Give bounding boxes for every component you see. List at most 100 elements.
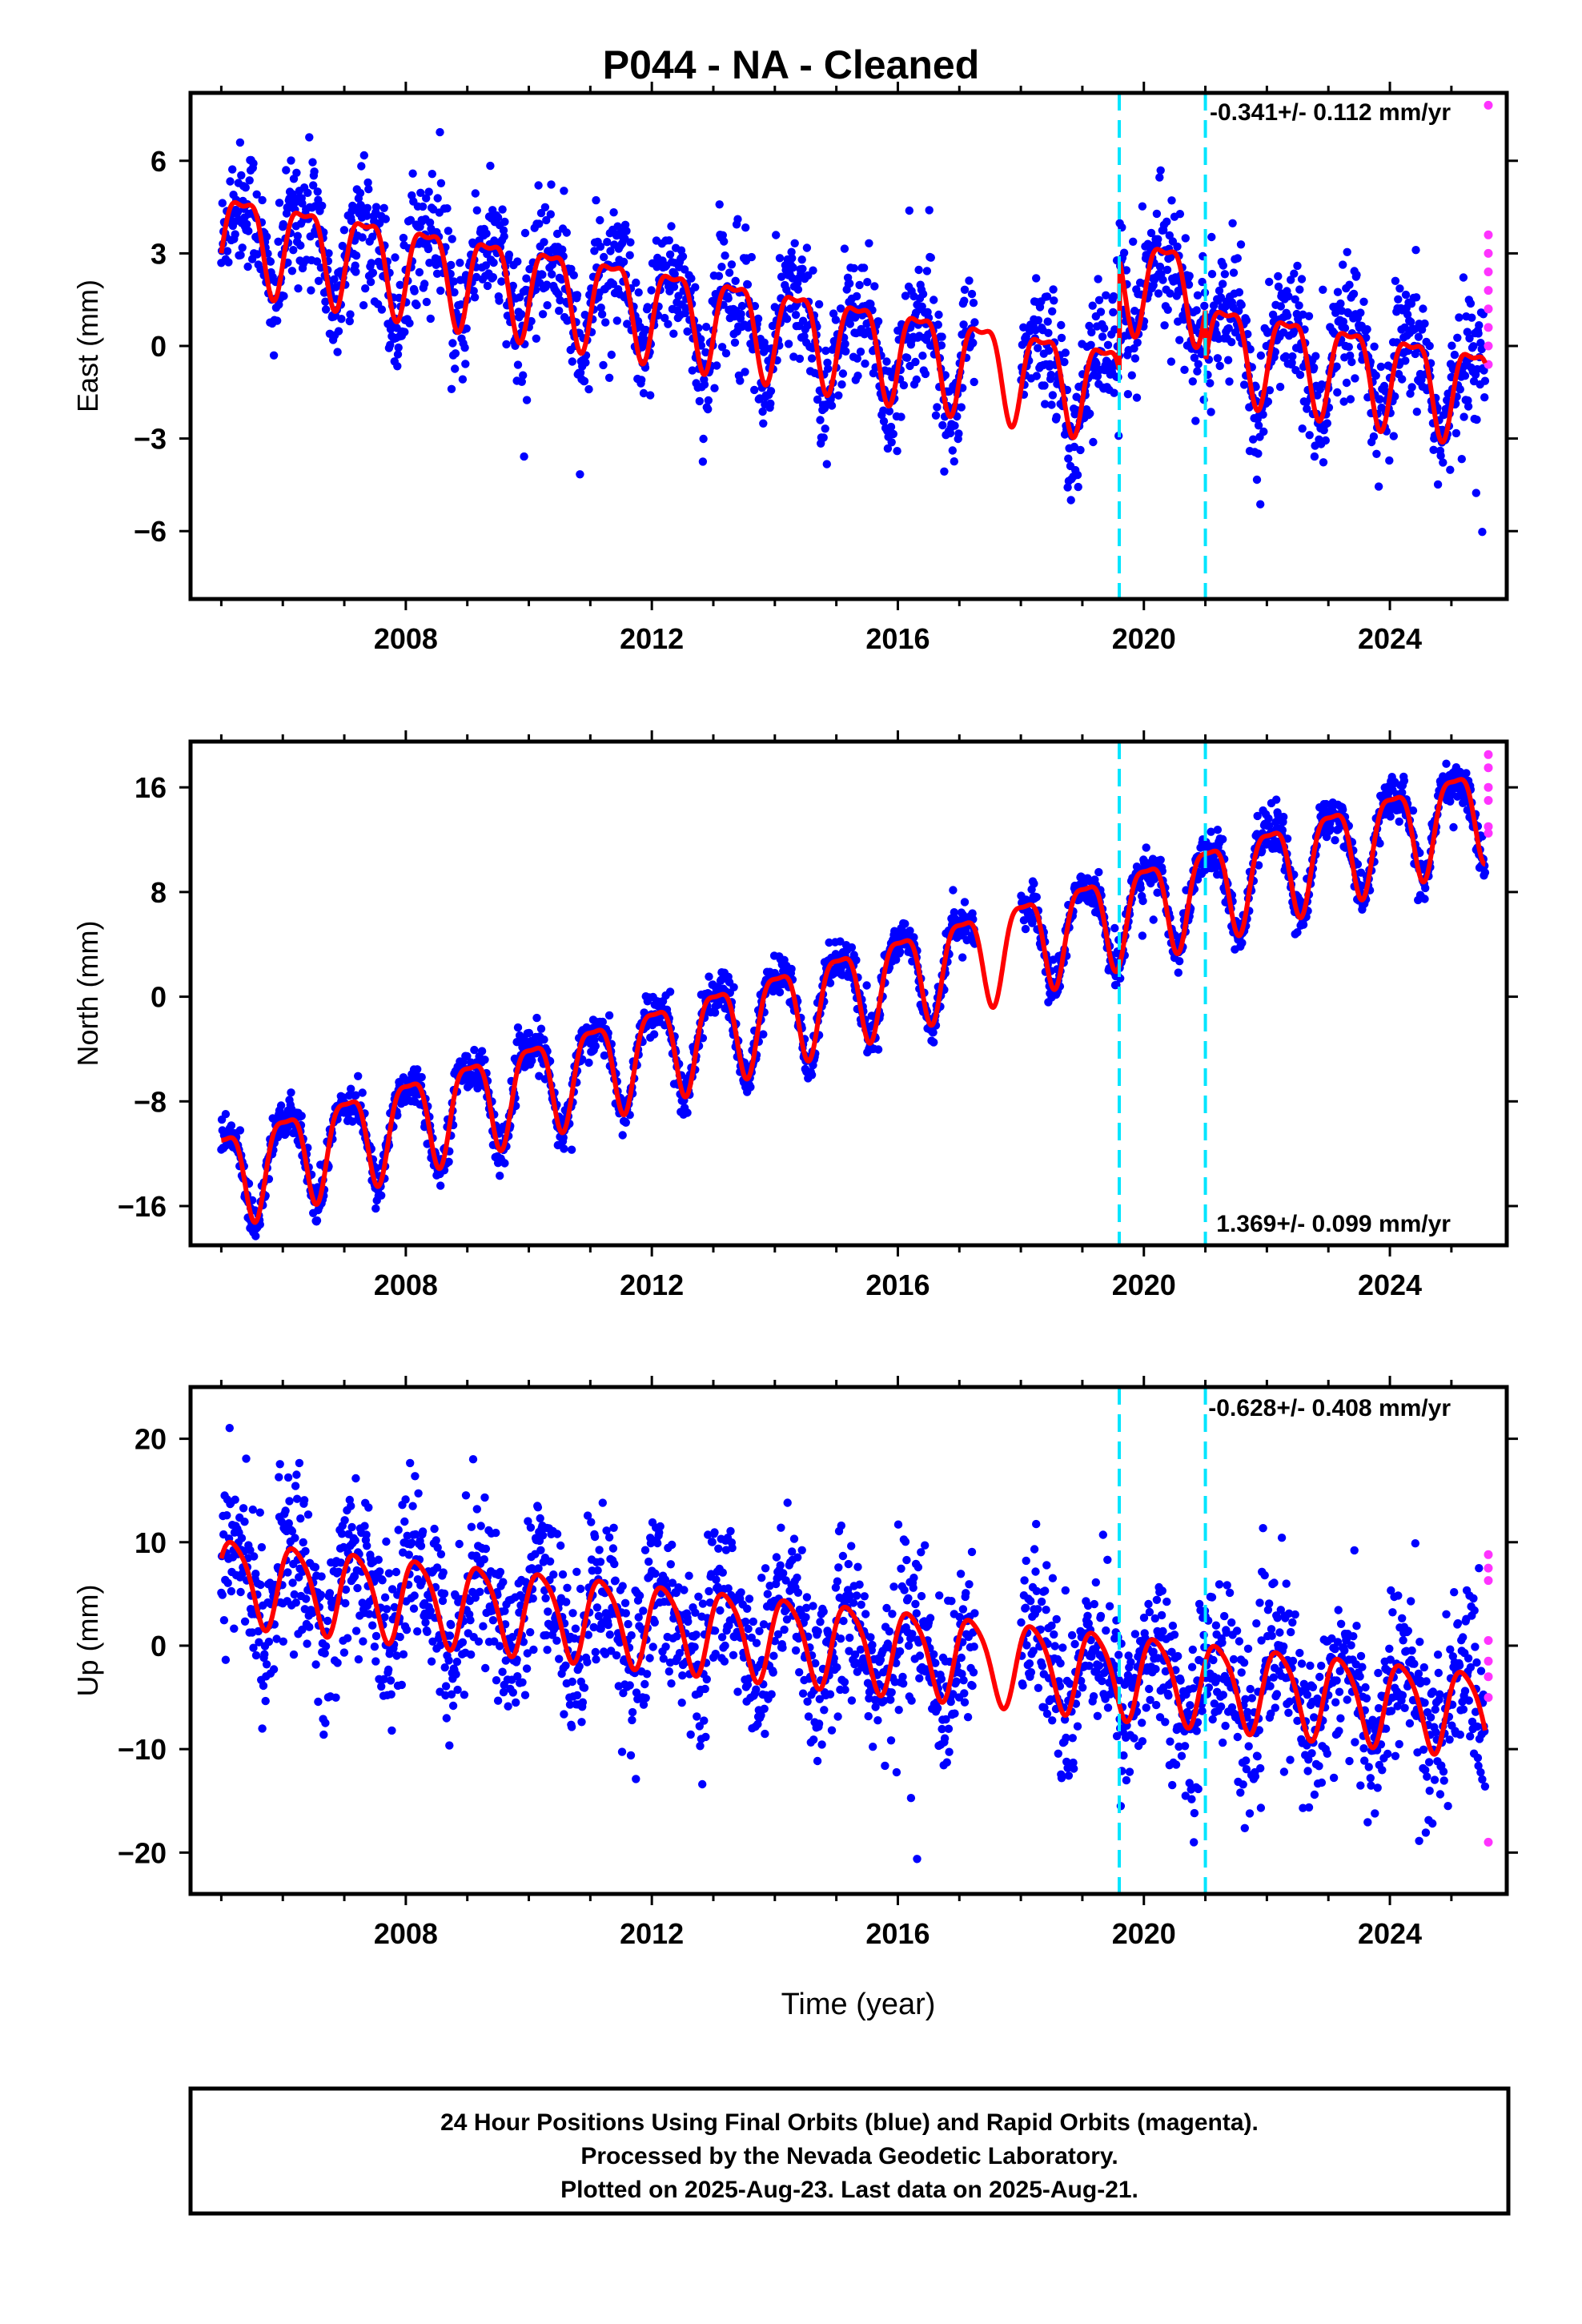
x-tick-label: 2024: [1358, 622, 1422, 655]
final-point: [364, 1503, 373, 1512]
final-point: [517, 377, 526, 386]
final-point: [334, 1567, 343, 1576]
final-point: [922, 267, 932, 275]
final-point: [1237, 300, 1246, 309]
final-point: [824, 364, 833, 373]
final-point: [889, 429, 898, 439]
final-point: [302, 1594, 311, 1603]
final-point: [1162, 217, 1171, 226]
final-point: [449, 277, 458, 286]
final-point: [262, 232, 271, 241]
final-point: [1167, 196, 1176, 205]
final-point: [1138, 202, 1147, 211]
final-point: [1439, 458, 1447, 467]
final-point: [447, 1620, 456, 1630]
final-point: [960, 898, 970, 907]
final-point: [428, 1637, 437, 1646]
final-point: [1110, 923, 1119, 933]
final-point: [1287, 358, 1296, 368]
final-point: [400, 1097, 410, 1107]
final-point: [807, 354, 817, 363]
final-point: [905, 927, 914, 935]
final-point: [1219, 834, 1227, 844]
final-point: [411, 1530, 420, 1539]
final-point: [422, 297, 432, 307]
final-point: [845, 320, 855, 328]
final-point: [377, 1191, 386, 1200]
final-point: [375, 1567, 384, 1576]
final-point: [520, 452, 528, 461]
rapid-point: [1484, 248, 1493, 258]
final-point: [359, 1637, 367, 1646]
final-point: [272, 1634, 281, 1643]
final-point: [847, 943, 857, 952]
final-point: [1453, 333, 1462, 342]
final-point: [348, 1117, 357, 1126]
final-point: [1239, 380, 1249, 389]
final-point: [1085, 321, 1094, 331]
chart-title: P044 - NA - Cleaned: [603, 42, 980, 87]
final-point: [396, 280, 404, 289]
final-point: [691, 283, 700, 292]
final-point: [697, 335, 705, 344]
final-point: [567, 1145, 576, 1154]
final-point: [391, 1567, 401, 1577]
final-point: [775, 987, 785, 997]
final-point: [236, 251, 245, 259]
final-point: [782, 315, 792, 324]
final-point: [555, 306, 564, 316]
final-point: [1288, 352, 1297, 361]
final-point: [456, 259, 464, 267]
final-point: [1363, 325, 1371, 334]
final-point: [1132, 393, 1142, 402]
final-point: [1386, 812, 1395, 821]
final-point: [759, 419, 768, 428]
final-point: [821, 346, 830, 356]
final-point: [795, 354, 805, 364]
final-point: [447, 1690, 456, 1699]
final-point: [821, 424, 829, 433]
x-tick-label: 2016: [865, 1269, 930, 1301]
final-point: [607, 350, 616, 360]
rapid-point: [1484, 782, 1493, 792]
final-point: [368, 268, 378, 277]
final-point: [1420, 319, 1429, 328]
final-point: [436, 1641, 445, 1650]
final-point: [314, 276, 323, 285]
final-point: [308, 158, 317, 167]
final-point: [1265, 386, 1275, 395]
final-point: [546, 210, 555, 219]
final-point: [452, 1670, 460, 1679]
rapid-point: [1484, 828, 1493, 838]
final-point: [223, 1578, 232, 1587]
final-point: [1152, 209, 1162, 219]
final-point: [1433, 480, 1443, 489]
final-point: [715, 200, 724, 209]
final-point: [424, 187, 433, 196]
final-point: [236, 1587, 245, 1597]
final-point: [912, 375, 921, 384]
final-point: [387, 1690, 396, 1699]
final-point: [926, 253, 936, 262]
final-point: [513, 360, 523, 369]
final-point: [1206, 379, 1215, 388]
final-point: [827, 401, 837, 410]
final-point: [351, 267, 360, 276]
final-point: [558, 245, 567, 254]
final-point: [224, 258, 233, 267]
final-point: [729, 983, 738, 992]
final-point: [1243, 330, 1252, 339]
final-point: [241, 183, 250, 192]
final-point: [1087, 328, 1096, 337]
y-tick-label: −3: [134, 423, 167, 456]
final-point: [902, 353, 912, 362]
final-point: [534, 181, 543, 190]
final-point: [1468, 313, 1476, 322]
final-point: [1317, 380, 1327, 389]
final-point: [439, 1568, 448, 1577]
final-point: [368, 1621, 377, 1630]
final-point: [364, 185, 373, 194]
final-point: [1395, 284, 1404, 293]
final-point: [424, 244, 433, 254]
final-point: [394, 343, 403, 352]
